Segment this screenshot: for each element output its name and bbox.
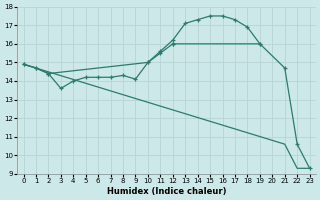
X-axis label: Humidex (Indice chaleur): Humidex (Indice chaleur) bbox=[107, 187, 226, 196]
